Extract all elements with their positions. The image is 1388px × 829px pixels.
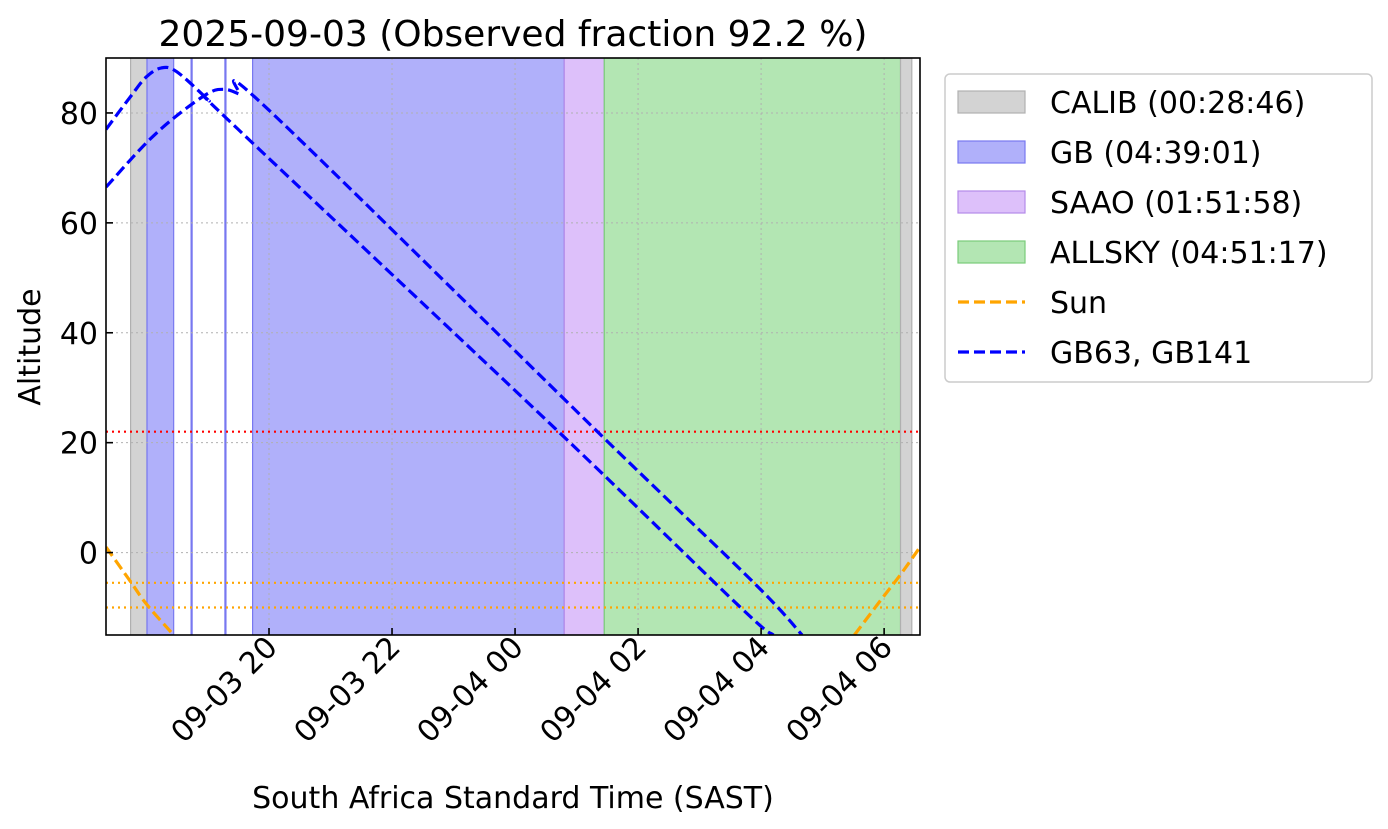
threshold-lines bbox=[106, 430, 920, 609]
legend-label-saao: SAAO (01:51:58) bbox=[1050, 186, 1302, 221]
legend-swatch-allsky bbox=[957, 240, 1026, 264]
span-gb-2 bbox=[190, 58, 193, 635]
y-tick-label-4: 80 bbox=[60, 97, 98, 132]
span-calib-7 bbox=[899, 58, 913, 635]
span-gb-3 bbox=[224, 58, 227, 635]
legend-label-calib: CALIB (00:28:46) bbox=[1050, 86, 1305, 121]
series-sun-line-0 bbox=[106, 546, 175, 635]
span-allsky-6 bbox=[603, 58, 902, 635]
legend: CALIB (00:28:46) GB (04:39:01) SAAO (01:51… bbox=[944, 73, 1373, 383]
time-spans bbox=[130, 58, 913, 635]
x-tick-label-4: 09-04 04 bbox=[657, 630, 777, 750]
span-saao-5 bbox=[563, 58, 605, 635]
y-tick-label-3: 60 bbox=[60, 207, 98, 242]
x-tick-label-1: 09-03 22 bbox=[288, 630, 408, 750]
legend-label-gb63: GB63, GB141 bbox=[1050, 336, 1252, 371]
y-tick-label-0: 0 bbox=[79, 537, 98, 572]
span-gb-4 bbox=[252, 58, 565, 635]
span-gb-1 bbox=[146, 58, 175, 635]
plot-frame bbox=[105, 57, 921, 636]
x-tick-label-3: 09-04 02 bbox=[534, 630, 654, 750]
legend-swatch-saao bbox=[957, 190, 1026, 214]
y-tick-label-2: 40 bbox=[60, 317, 98, 352]
x-tick-label-5: 09-04 06 bbox=[780, 630, 900, 750]
legend-label-sun: Sun bbox=[1050, 286, 1107, 321]
legend-label-allsky: ALLSKY (04:51:17) bbox=[1050, 236, 1328, 271]
series-gb141-line bbox=[106, 79, 804, 635]
y-axis-label: Altitude bbox=[13, 288, 48, 405]
x-tick-label-2: 09-04 00 bbox=[411, 630, 531, 750]
legend-swatch-gb bbox=[957, 140, 1026, 164]
legend-label-gb: GB (04:39:01) bbox=[1050, 136, 1262, 171]
series-gb63-line bbox=[106, 65, 775, 635]
series-sun-line-1 bbox=[853, 546, 920, 635]
x-tick-label-0: 09-03 20 bbox=[165, 630, 285, 750]
legend-box bbox=[944, 73, 1373, 383]
y-tick-label-1: 20 bbox=[60, 427, 98, 462]
grid bbox=[106, 58, 920, 635]
x-axis-label: South Africa Standard Time (SAST) bbox=[252, 781, 774, 816]
legend-swatch-calib bbox=[957, 90, 1026, 114]
chart-title: 2025-09-03 (Observed fraction 92.2 %) bbox=[159, 14, 868, 55]
altitude-series bbox=[106, 65, 920, 635]
